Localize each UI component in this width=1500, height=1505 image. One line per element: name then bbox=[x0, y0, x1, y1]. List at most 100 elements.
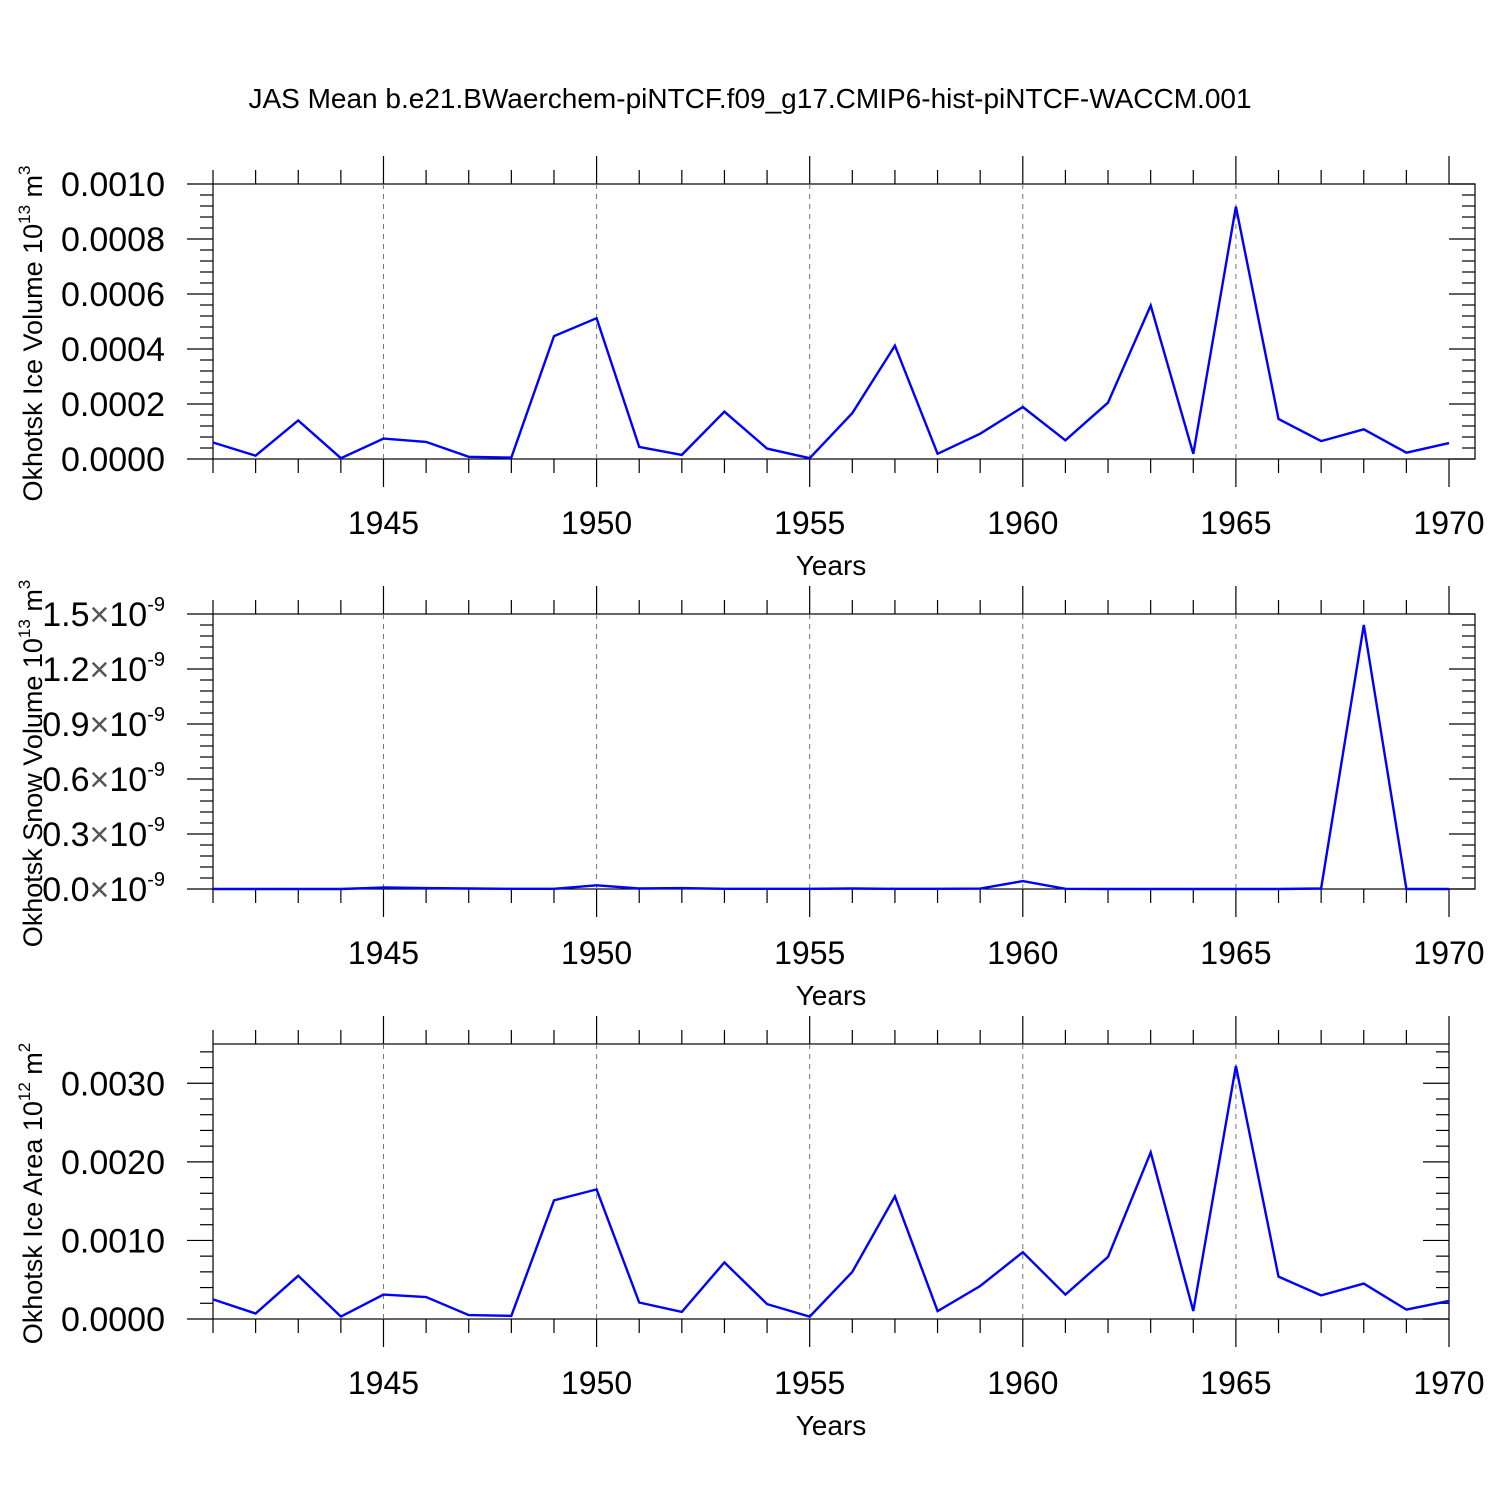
y-label-unit-exponent: 3 bbox=[15, 165, 34, 174]
data-point bbox=[979, 433, 981, 435]
y-tick-base: 10 bbox=[109, 651, 147, 689]
y-tick-exponent: -9 bbox=[147, 649, 165, 671]
y-tick-base: 10 bbox=[109, 816, 147, 854]
data-point bbox=[468, 1314, 470, 1316]
y-tick-label: 0.0010 bbox=[61, 1222, 165, 1260]
data-point bbox=[1448, 888, 1450, 890]
x-tick-label: 1965 bbox=[1200, 935, 1271, 971]
data-point bbox=[851, 1271, 853, 1273]
data-point bbox=[1149, 888, 1151, 890]
y-tick-base: 10 bbox=[109, 706, 147, 744]
plot-frame bbox=[212, 183, 1476, 460]
y-tick-label: 0.0000 bbox=[61, 441, 165, 479]
x-tick-label: 1965 bbox=[1200, 505, 1271, 541]
data-point bbox=[212, 888, 214, 890]
data-point bbox=[1448, 1300, 1450, 1302]
data-point bbox=[553, 335, 555, 337]
data-point bbox=[766, 1303, 768, 1305]
y-tick-label: 0.0002 bbox=[61, 386, 165, 424]
data-point bbox=[1320, 440, 1322, 442]
y-tick-base: 10 bbox=[109, 761, 147, 799]
data-point bbox=[468, 887, 470, 889]
x-axis-label: Years bbox=[796, 1410, 867, 1441]
y-tick-label: 1.5×10-9 bbox=[42, 594, 165, 634]
data-point bbox=[1405, 1308, 1407, 1310]
data-point bbox=[1022, 406, 1024, 408]
data-point bbox=[723, 1261, 725, 1263]
data-point bbox=[1107, 888, 1109, 890]
y-tick-exponent: -9 bbox=[147, 704, 165, 726]
x-tick-label: 1950 bbox=[561, 1365, 632, 1401]
data-point bbox=[1107, 401, 1109, 403]
data-point bbox=[1448, 442, 1450, 444]
y-tick-label: 0.9×10-9 bbox=[42, 704, 165, 744]
data-point bbox=[638, 1301, 640, 1303]
data-point bbox=[894, 1195, 896, 1197]
chart-title: JAS Mean b.e21.BWaerchem-piNTCF.f09_g17.… bbox=[248, 83, 1251, 114]
x-tick-label: 1965 bbox=[1200, 1365, 1271, 1401]
y-axis-label: Okhotsk Snow Volume 1013 m3 bbox=[15, 580, 48, 948]
y-tick-label: 0.0×10-9 bbox=[42, 869, 165, 909]
x-tick-label: 1970 bbox=[1413, 1365, 1484, 1401]
data-point bbox=[1320, 1294, 1322, 1296]
y-tick-label: 0.0030 bbox=[61, 1065, 165, 1103]
data-point bbox=[1277, 418, 1279, 420]
data-point bbox=[1022, 1251, 1024, 1253]
data-point bbox=[851, 412, 853, 414]
data-point bbox=[894, 888, 896, 890]
data-point bbox=[1277, 888, 1279, 890]
data-point bbox=[979, 887, 981, 889]
y-label-unit-exponent: 2 bbox=[15, 1043, 34, 1052]
y-tick-mantissa: 0.9 bbox=[42, 706, 89, 744]
data-point bbox=[1363, 428, 1365, 430]
x-tick-label: 1955 bbox=[774, 935, 845, 971]
y-label-unit: m bbox=[18, 175, 48, 205]
data-point bbox=[766, 888, 768, 890]
data-point bbox=[979, 1285, 981, 1287]
data-point bbox=[723, 411, 725, 413]
y-axis-label: Okhotsk Ice Area 1012 m2 bbox=[15, 1043, 48, 1345]
x-tick-label: 1955 bbox=[774, 505, 845, 541]
x-axis-label: Years bbox=[796, 550, 867, 581]
data-point bbox=[595, 317, 597, 319]
y-tick-base: 10 bbox=[109, 596, 147, 634]
x-tick-label: 1955 bbox=[774, 1365, 845, 1401]
plot-frame bbox=[212, 1043, 1450, 1320]
data-point bbox=[723, 888, 725, 890]
y-tick-base: 10 bbox=[109, 871, 147, 909]
data-point bbox=[340, 888, 342, 890]
x-tick-label: 1945 bbox=[348, 505, 419, 541]
data-point bbox=[382, 437, 384, 439]
data-point bbox=[1149, 1151, 1151, 1153]
series-line bbox=[213, 624, 1449, 891]
y-axis-label: Okhotsk Ice Volume 1013 m3 bbox=[15, 165, 48, 501]
data-point bbox=[468, 456, 470, 458]
y-label-text: Okhotsk Snow Volume 10 bbox=[18, 638, 48, 947]
y-tick-mantissa: 0.3 bbox=[42, 816, 89, 854]
series-line bbox=[212, 1065, 1450, 1319]
data-point bbox=[638, 446, 640, 448]
y-tick-label: 0.0008 bbox=[61, 221, 165, 259]
data-point bbox=[510, 888, 512, 890]
data-point bbox=[553, 1199, 555, 1201]
x-tick-label: 1970 bbox=[1413, 505, 1484, 541]
x-tick-label: 1960 bbox=[987, 1365, 1058, 1401]
x-tick-label: 1950 bbox=[561, 505, 632, 541]
y-label-text: Okhotsk Ice Volume 10 bbox=[18, 224, 48, 502]
data-point bbox=[1064, 888, 1066, 890]
data-point bbox=[1363, 1282, 1365, 1284]
y-tick-mantissa: 1.5 bbox=[42, 596, 89, 634]
data-point bbox=[1192, 1310, 1194, 1312]
data-point bbox=[808, 457, 810, 459]
data-point bbox=[1235, 1065, 1237, 1067]
data-point bbox=[1320, 887, 1322, 889]
y-label-unit-exponent: 3 bbox=[15, 580, 34, 589]
data-point bbox=[1064, 1293, 1066, 1295]
data-point bbox=[851, 887, 853, 889]
data-point bbox=[808, 1315, 810, 1317]
y-tick-times: × bbox=[90, 651, 110, 689]
panel-1: 1945 1950 1955 1960 1965 1970 Years 0.0000 0.000… bbox=[15, 156, 1485, 581]
data-point bbox=[936, 1310, 938, 1312]
data-point bbox=[425, 441, 427, 443]
